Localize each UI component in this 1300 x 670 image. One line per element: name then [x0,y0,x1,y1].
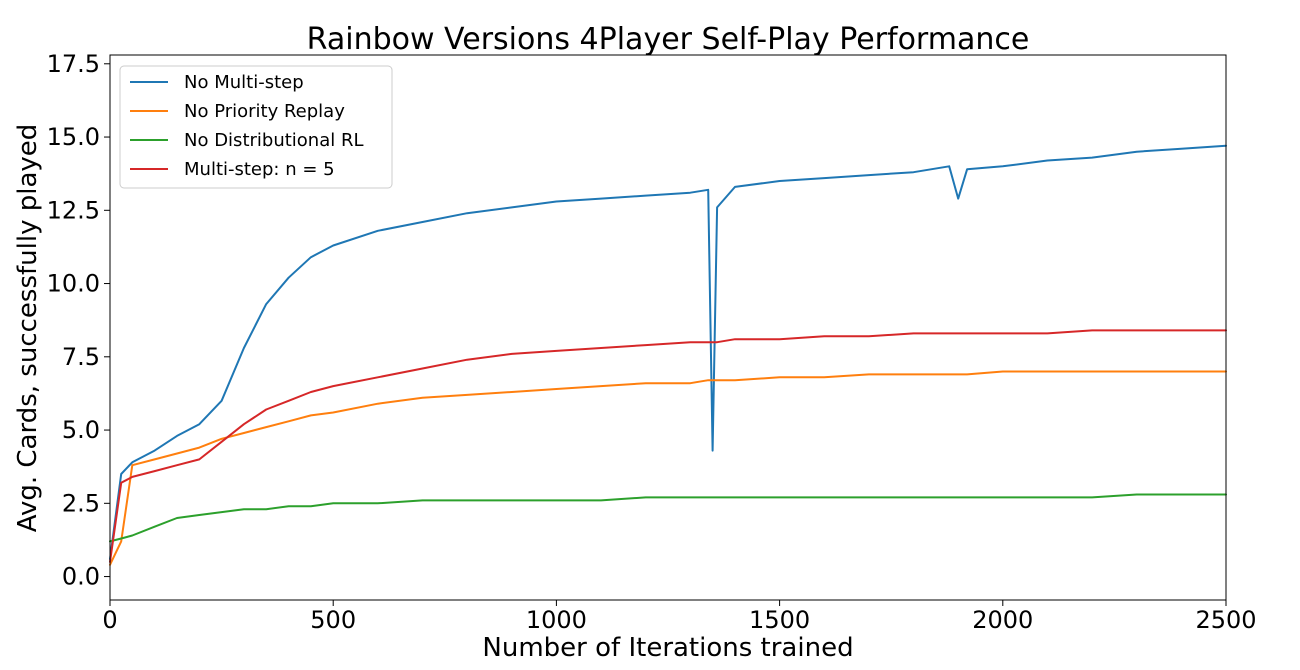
y-tick-label: 0.0 [62,563,100,591]
x-axis: 0 500 1000 1500 2000 2500 [102,600,1257,634]
legend: No Multi-step No Priority Replay No Distri… [119,65,393,189]
legend-label: Multi-step: n = 5 [184,159,335,180]
legend-label: No Priority Replay [184,101,345,122]
series-line-no-multi-step [109,144,1227,560]
series-line-multi-step-n-5 [109,329,1227,563]
y-axis-label: Avg. Cards, successfully played [13,124,43,533]
plot-frame [109,54,1227,601]
y-tick-label: 7.5 [62,343,100,371]
y-tick-label: 17.5 [47,50,100,78]
x-tick-label: 2000 [972,606,1033,634]
chart-title: Rainbow Versions 4Player Self-Play Perfo… [307,22,1030,57]
y-tick-label: 2.5 [62,489,100,517]
y-axis: 0.0 2.5 5.0 7.5 10.0 12.5 15.0 17.5 [47,50,110,591]
legend-box [119,65,393,189]
y-tick-label: 12.5 [47,196,100,224]
x-tick-label: 1000 [526,606,587,634]
y-tick-label: 10.0 [47,270,100,298]
legend-label: No Multi-step [184,72,304,93]
series-layer [109,144,1227,566]
x-tick-label: 2500 [1195,606,1256,634]
series-line-no-priority-replay [109,370,1227,566]
x-tick-label: 1500 [749,606,810,634]
y-tick-label: 15.0 [47,123,100,151]
legend-label: No Distributional RL [184,130,364,151]
x-tick-label: 500 [310,606,356,634]
x-tick-label: 0 [102,606,117,634]
y-tick-label: 5.0 [62,416,100,444]
x-axis-label: Number of Iterations trained [482,633,853,663]
series-line-no-distributional-rl [109,493,1227,543]
